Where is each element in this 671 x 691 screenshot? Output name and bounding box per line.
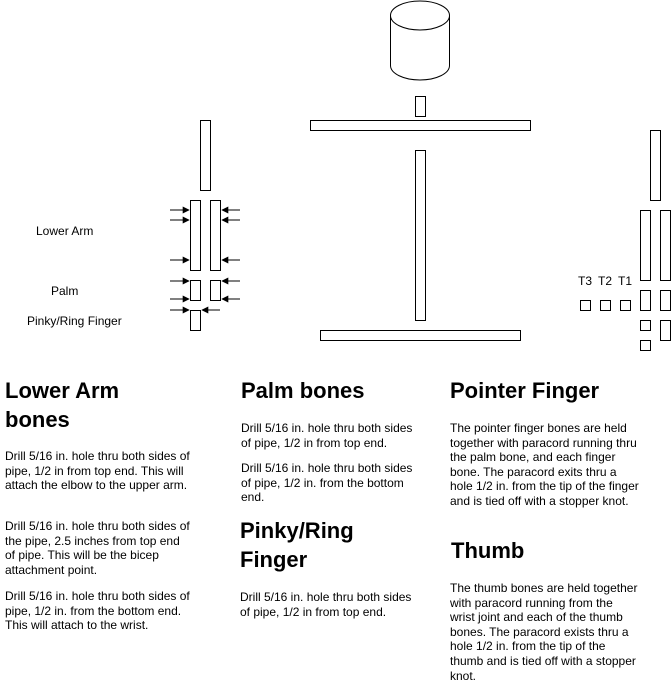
thumb-bone-t2	[600, 300, 611, 311]
palm-bones-heading: Palm bones	[241, 378, 365, 403]
pinky-ring-finger-heading: Pinky/Ring Finger	[240, 518, 354, 572]
label-t2: T2	[598, 274, 613, 288]
lower-arm-bone-right	[210, 200, 221, 271]
lower-arm-bones-heading: Lower Arm bones	[5, 378, 120, 432]
lower-arm-note-1: Drill 5/16 in. hole thru both sides of p…	[5, 449, 190, 493]
lower-arm-note-2: Drill 5/16 in. hole thru both sides of t…	[5, 519, 190, 577]
thumb-bone-t3	[580, 300, 591, 311]
thumb-note: The thumb bones are held together with p…	[450, 581, 638, 683]
palm-bone-right	[210, 280, 221, 301]
label-pinky-ring-finger: Pinky/Ring Finger	[27, 314, 122, 328]
lower-arm-bone-left	[190, 200, 201, 271]
label-t3: T3	[578, 274, 593, 288]
pointer-segment-1	[640, 290, 651, 311]
base-bar	[320, 330, 521, 341]
pinky-ring-finger-bone	[190, 310, 201, 331]
palm-bone-left	[190, 280, 201, 301]
pointer-segment-3	[640, 320, 651, 331]
pointer-finger-note: The pointer finger bones are held togeth…	[450, 421, 639, 508]
lower-arm-note-3: Drill 5/16 in. hole thru both sides of p…	[5, 589, 190, 633]
pointer-finger-heading: Pointer Finger	[450, 378, 600, 403]
label-t1: T1	[618, 274, 633, 288]
pointer-segment-5	[640, 340, 651, 351]
pointer-segment-4	[660, 320, 671, 341]
cylinder-shape	[390, 0, 450, 81]
upper-arm-bone	[200, 120, 211, 191]
top-connector-bone	[415, 96, 426, 117]
thumb-heading: Thumb	[451, 538, 525, 563]
pinky-ring-note-1: Drill 5/16 in. hole thru both sides of p…	[240, 590, 412, 619]
thumb-bone-t1	[620, 300, 631, 311]
palm-note-2: Drill 5/16 in. hole thru both sides of p…	[241, 461, 413, 505]
label-palm: Palm	[51, 284, 79, 298]
vertical-spine	[415, 150, 426, 321]
label-lower-arm: Lower Arm	[36, 224, 94, 238]
palm-note-1: Drill 5/16 in. hole thru both sides of p…	[241, 421, 413, 450]
right-upper-bone	[650, 130, 661, 201]
pointer-segment-2	[660, 290, 671, 311]
pointer-bone-left	[640, 210, 651, 281]
crossbar-top	[310, 120, 531, 131]
pointer-bone-right	[660, 210, 671, 281]
